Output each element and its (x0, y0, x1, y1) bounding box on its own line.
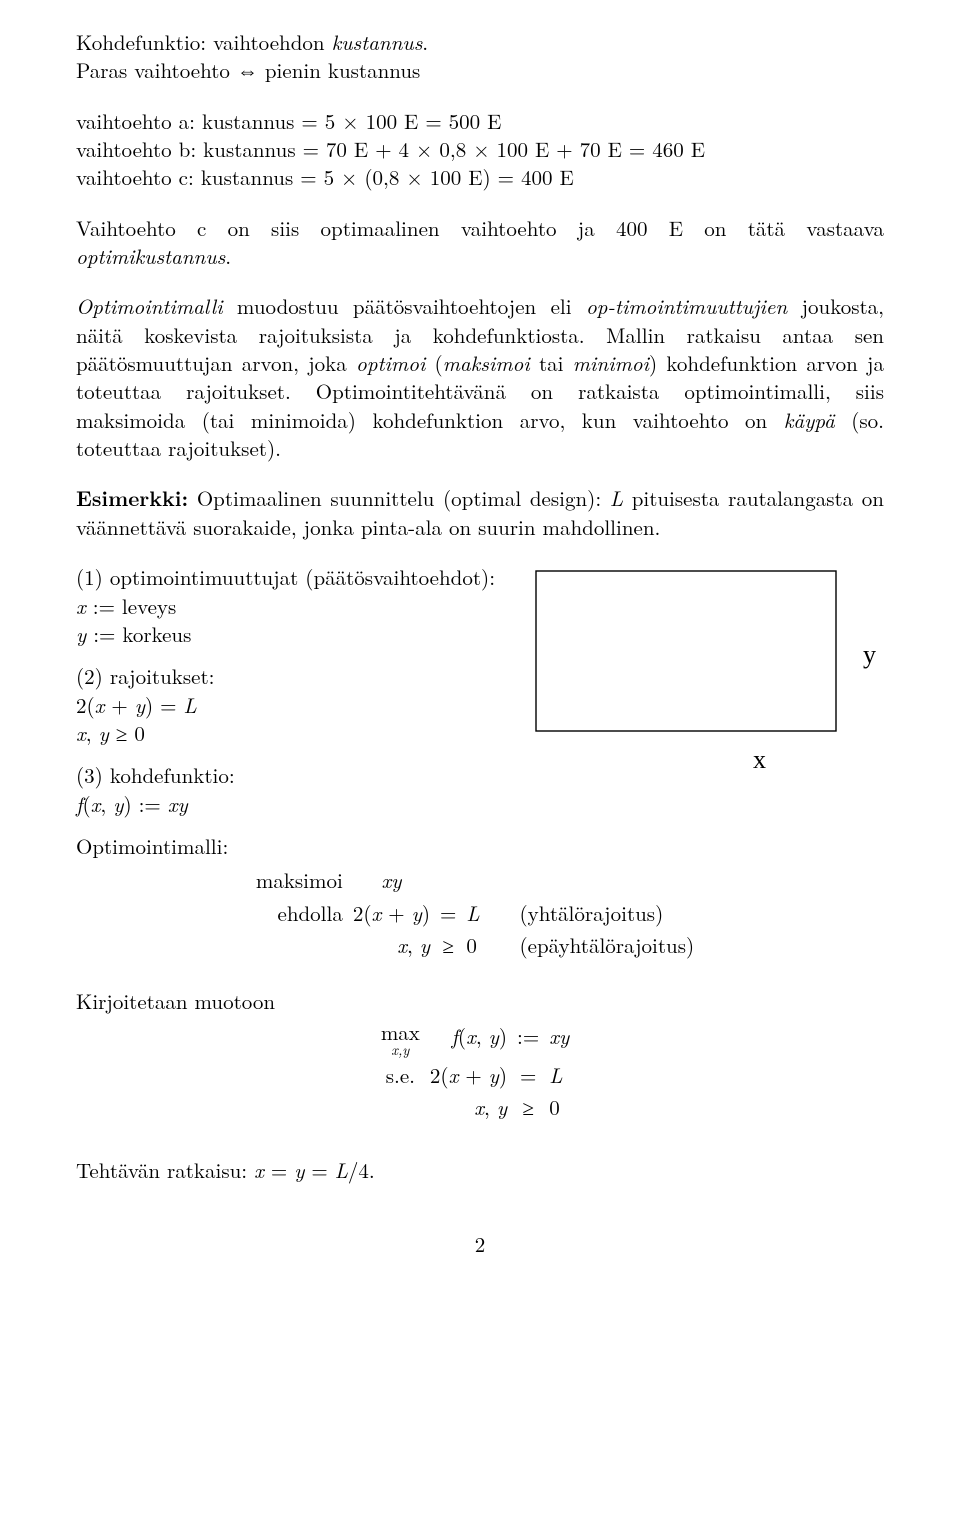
intro-line-1: Kohdefunktio: vaihtoehdon kustannus. (76, 28, 884, 56)
theory-2a: optimoi (356, 348, 425, 378)
model-title: Optimointimalli: (76, 832, 884, 860)
m-r2c3: = (440, 897, 466, 929)
options-block: vaihtoehto a: kustannus = 5 × 100 E = 50… (76, 107, 884, 192)
model-row-2: ehdolla 2(x + y) = L (yhtälörajoitus) (256, 897, 704, 929)
intro-line-2: Paras vaihtoehto ⇔ pienin kustannus (76, 56, 884, 84)
form-h3: (3) kohdefunktio: (76, 761, 528, 789)
rw-r2c4: L (549, 1059, 579, 1091)
theory-2c: maksimoi (443, 348, 530, 378)
model-row-3: x, y ≥ 0 (epäyhtälörajoitus) (256, 929, 704, 961)
theory-2e: minimoi (573, 348, 649, 378)
rw-r1c4: xy (549, 1020, 579, 1059)
form-c2: x, y ≥ 0 (76, 719, 528, 747)
rewrite-row-2: s.e. 2(x + y) = L (381, 1059, 579, 1091)
rw-r3c3: ≥ (517, 1091, 549, 1123)
conclusion-para: Vaihtoehto c on siis optimaalinen vaihto… (76, 214, 884, 271)
m-r2c2: 2(x + y) (353, 897, 440, 929)
rw-r2c2: 2(x + y) (430, 1059, 517, 1091)
m-r1c1: maksimoi (256, 864, 353, 896)
conclusion-it: optimikustannus (76, 241, 225, 271)
m-r3c5: (epäyhtälörajoitus) (490, 929, 705, 961)
rw-r2c3: = (517, 1059, 549, 1091)
theory-para: Optimointimalli muodostuu päätösvaihtoeh… (76, 292, 884, 462)
rw-r1c3: := (517, 1020, 549, 1059)
form-block-3: (3) kohdefunktio: f(x, y) := xy (76, 761, 528, 818)
rewrite-row-3: x, y ≥ 0 (381, 1091, 579, 1123)
theory-1b: muodostuu päätösvaihtoehtojen eli (223, 291, 586, 321)
m-r3c2: x, y (353, 929, 440, 961)
m-r2c1: ehdolla (256, 897, 353, 929)
m-r3c4: 0 (466, 929, 489, 961)
rewrite-block: Kirjoitetaan muotoon max x,y f(x, y) := … (76, 987, 884, 1127)
rewrite-title: Kirjoitetaan muotoon (76, 987, 884, 1015)
solution-eq: x = y = L/4. (254, 1155, 375, 1185)
rw-r1c1: max x,y (381, 1020, 430, 1059)
example-text-a: Optimaalinen suunnittelu (optimal design… (188, 483, 610, 513)
form-block-1: (1) optimointimuuttujat (päätösvaihtoehd… (76, 563, 528, 648)
rewrite-table: max x,y f(x, y) := xy s.e. 2(x + y) = L … (381, 1020, 579, 1124)
formulation-row: (1) optimointimuuttujat (päätösvaihtoehd… (76, 563, 884, 832)
form-h1: (1) optimointimuuttujat (päätösvaihtoehd… (76, 563, 528, 591)
option-b: vaihtoehto b: kustannus = 70 E + 4 × 0,8… (76, 135, 884, 163)
form-x: x := leveys (76, 592, 528, 620)
intro-block: Kohdefunktio: vaihtoehdon kustannus. Par… (76, 28, 884, 85)
theory-2d: tai (530, 348, 573, 378)
theory-1c: op-timointimuuttujien (586, 291, 787, 321)
diagram-rect (536, 571, 836, 731)
theory-3a: käypä (784, 405, 835, 435)
solution-label: Tehtävän ratkaisu: (76, 1155, 254, 1185)
formulation-left: (1) optimointimuuttujat (päätösvaihtoehd… (76, 563, 528, 832)
theory-2b: ( (425, 348, 442, 378)
diagram-y-label: y (863, 640, 876, 669)
model-row-1: maksimoi xy (256, 864, 704, 896)
m-r3c3: ≥ (440, 929, 466, 961)
m-r1c2: xy (353, 864, 440, 896)
formulation-right: x y (528, 563, 884, 799)
intro-1a: Kohdefunktio: vaihtoehdon (76, 27, 332, 57)
rewrite-row-1: max x,y f(x, y) := xy (381, 1020, 579, 1059)
rectangle-diagram: x y (528, 563, 883, 793)
example-para: Esimerkki: Optimaalinen suunnittelu (opt… (76, 484, 884, 541)
model-block: Optimointimalli: maksimoi xy ehdolla 2(x… (76, 832, 884, 965)
solution-line: Tehtävän ratkaisu: x = y = L/4. (76, 1156, 884, 1184)
form-y: y := korkeus (76, 620, 528, 648)
rw-r2c1: s.e. (381, 1059, 430, 1091)
form-block-2: (2) rajoitukset: 2(x + y) = L x, y ≥ 0 (76, 662, 528, 747)
page-number: 2 (76, 1230, 884, 1258)
theory-1a: Optimointimalli (76, 291, 223, 321)
diagram-x-label: x (753, 745, 766, 774)
rw-r3c4: 0 (549, 1091, 579, 1123)
conclusion-pre: Vaihtoehto c on siis optimaalinen vaihto… (76, 213, 884, 243)
conclusion-post: . (225, 241, 231, 271)
model-table: maksimoi xy ehdolla 2(x + y) = L (yhtälö… (256, 864, 704, 961)
rw-r3c2: x, y (430, 1091, 517, 1123)
form-c1: 2(x + y) = L (76, 691, 528, 719)
form-h2: (2) rajoitukset: (76, 662, 528, 690)
example-L: L (610, 483, 623, 513)
form-f: f(x, y) := xy (76, 790, 528, 818)
example-label: Esimerkki: (76, 483, 188, 513)
m-r2c4: L (466, 897, 489, 929)
rw-r1c2: f(x, y) (430, 1020, 517, 1059)
m-r2c5: (yhtälörajoitus) (490, 897, 705, 929)
intro-1b: kustannus (332, 27, 423, 57)
option-a: vaihtoehto a: kustannus = 5 × 100 E = 50… (76, 107, 884, 135)
intro-1c: . (422, 27, 428, 57)
option-c: vaihtoehto c: kustannus = 5 × (0,8 × 100… (76, 163, 884, 191)
